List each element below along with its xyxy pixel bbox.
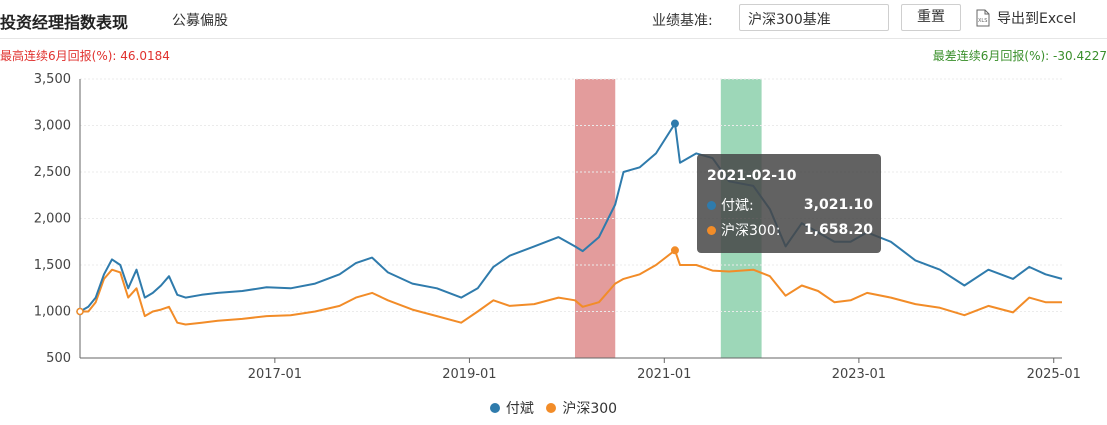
- export-label: 导出到Excel: [997, 11, 1077, 27]
- series2-dot-icon: [707, 225, 716, 235]
- tooltip-series-name: 付斌:: [721, 198, 754, 214]
- y-tick-label: 500: [46, 351, 71, 366]
- legend-item-series1[interactable]: 付斌: [489, 398, 534, 418]
- tooltip-series-name: 沪深300:: [721, 223, 781, 239]
- tooltip-row-series1: 付斌: 3,021.10: [707, 195, 873, 215]
- y-tick-label: 2,500: [34, 165, 71, 180]
- legend-label: 沪深300: [562, 401, 618, 417]
- series1-dot-icon: [707, 200, 716, 210]
- y-tick-label: 3,500: [34, 72, 71, 87]
- tooltip-date: 2021-02-10: [707, 168, 797, 184]
- y-tick-label: 1,500: [34, 258, 71, 273]
- chart-tooltip: 2021-02-10 付斌: 3,021.10 沪深300: 1,658.20: [697, 154, 881, 253]
- benchmark-label: 业绩基准:: [652, 13, 713, 29]
- x-tick-label: 2021-01: [637, 367, 691, 382]
- svg-text:XLS: XLS: [978, 18, 987, 24]
- toolbar: 投资经理指数表现 公募偏股 业绩基准: 沪深300基准 重置 XLS 导出到Ex…: [0, 0, 1107, 39]
- best-6m-return: 最高连续6月回报(%): 46.0184: [0, 49, 170, 63]
- reset-button[interactable]: 重置: [901, 4, 961, 31]
- x-tick-label: 2019-01: [442, 367, 496, 382]
- page-subtitle: 公募偏股: [172, 13, 228, 29]
- legend-item-series2[interactable]: 沪深300: [546, 398, 617, 418]
- x-tick-label: 2025-01: [1027, 367, 1081, 382]
- tooltip-series-value: 3,021.10: [803, 197, 873, 213]
- hover-point: [670, 246, 679, 255]
- series-start-point: [76, 307, 84, 316]
- hover-point: [670, 119, 679, 128]
- export-excel-button[interactable]: XLS 导出到Excel: [975, 6, 1076, 30]
- page-title: 投资经理指数表现: [0, 13, 129, 32]
- y-tick-label: 1,000: [34, 305, 71, 320]
- line-chart[interactable]: 500 1,000 1,500 2,000 2,500 3,000 3,500 2017-01…: [0, 60, 1107, 390]
- series-line-1: [79, 122, 1063, 313]
- tooltip-series-value: 1,658.20: [803, 222, 873, 238]
- series-line-2: [80, 249, 1062, 326]
- tooltip-row-series2: 沪深300: 1,658.20: [707, 220, 873, 240]
- y-tick-label: 2,000: [34, 212, 71, 227]
- xls-file-icon: XLS: [975, 9, 991, 27]
- chart-legend: 付斌 沪深300: [0, 398, 1107, 418]
- x-tick-label: 2023-01: [832, 367, 886, 382]
- x-tick-label: 2017-01: [248, 367, 302, 382]
- legend-dot-icon: [489, 403, 500, 413]
- worst-6m-return: 最差连续6月回报(%): -30.4227: [932, 49, 1107, 63]
- y-tick-label: 3,000: [34, 119, 71, 134]
- legend-label: 付斌: [505, 401, 534, 417]
- legend-dot-icon: [546, 403, 557, 413]
- benchmark-select[interactable]: 沪深300基准: [739, 4, 889, 31]
